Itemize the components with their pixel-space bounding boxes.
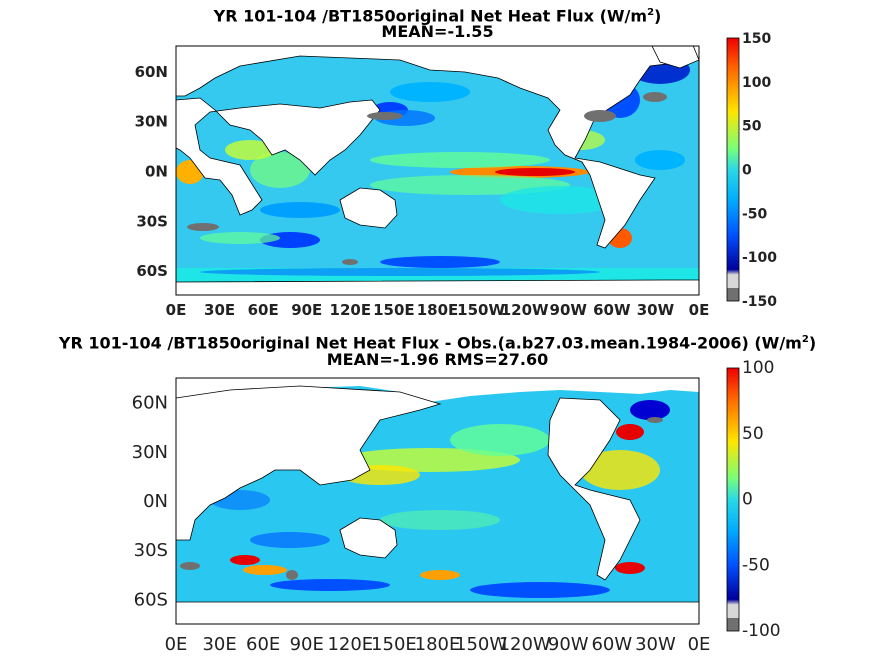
colorbar-tick-label: 50: [742, 119, 762, 135]
x-tick-label: 90W: [548, 634, 589, 655]
colorbar-tick-label: -150: [742, 294, 777, 310]
map1-plot: [176, 46, 699, 295]
y-tick-label: 30S: [136, 212, 168, 230]
y-tick-label: 30N: [135, 113, 168, 131]
y-tick-label: 60S: [134, 589, 168, 610]
x-tick-label: 150E: [371, 634, 417, 655]
x-tick-label: 0E: [689, 301, 710, 319]
map2-frame: [175, 377, 700, 625]
map2-title: YR 101-104 /BT1850original Net Heat Flux…: [58, 333, 817, 353]
x-tick-label: 180E: [415, 634, 461, 655]
colorbar-tick-label: -100: [742, 621, 781, 641]
colorbar-2: [726, 367, 740, 632]
x-tick-label: 120E: [330, 301, 372, 319]
colorbar-tick-label: 0: [742, 490, 753, 510]
x-tick-label: 0E: [688, 634, 711, 655]
x-tick-label: 30E: [202, 634, 236, 655]
x-tick-label: 60W: [591, 634, 632, 655]
x-tick-label: 30E: [204, 301, 235, 319]
colorbar-tick-label: -50: [742, 206, 768, 222]
x-tick-label: 0E: [166, 301, 187, 319]
colorbar-tick-label: 100: [742, 358, 774, 378]
colorbar-1: [726, 37, 740, 302]
x-tick-label: 60E: [246, 634, 280, 655]
colorbar-tick-label: 150: [742, 31, 771, 47]
x-tick-label: 0E: [165, 634, 188, 655]
y-tick-label: 30N: [132, 442, 168, 463]
colorbar-tick-label: 0: [742, 163, 752, 179]
map1-title: YR 101-104 /BT1850original Net Heat Flux…: [213, 6, 662, 26]
x-tick-label: 120W: [501, 301, 549, 319]
colorbar-tick-label: 50: [742, 424, 764, 444]
y-tick-label: 30S: [134, 540, 168, 561]
x-tick-label: 90E: [290, 634, 324, 655]
x-tick-label: 150W: [455, 634, 507, 655]
y-tick-label: 60S: [136, 262, 168, 280]
colorbar-tick-label: -100: [742, 250, 777, 266]
colorbar-tick-label: -50: [742, 555, 770, 575]
x-tick-label: 60W: [593, 301, 631, 319]
map2-plot: [176, 378, 699, 624]
x-tick-label: 90W: [550, 301, 588, 319]
map1-frame: [175, 45, 700, 296]
y-tick-label: 0N: [145, 163, 168, 181]
y-tick-label: 0N: [143, 491, 168, 512]
y-tick-label: 60N: [132, 393, 168, 414]
map1-subtitle: MEAN=-1.55: [381, 22, 494, 41]
x-tick-label: 120E: [327, 634, 373, 655]
x-tick-label: 120W: [499, 634, 551, 655]
x-tick-label: 150W: [457, 301, 505, 319]
x-tick-label: 30W: [635, 634, 676, 655]
x-tick-label: 90E: [291, 301, 322, 319]
x-tick-label: 150E: [373, 301, 415, 319]
map2-subtitle: MEAN=-1.96 RMS=27.60: [326, 350, 549, 369]
x-tick-label: 180E: [417, 301, 459, 319]
x-tick-label: 30W: [637, 301, 675, 319]
x-tick-label: 60E: [248, 301, 279, 319]
colorbar-tick-label: 100: [742, 75, 771, 91]
y-tick-label: 60N: [135, 63, 168, 81]
